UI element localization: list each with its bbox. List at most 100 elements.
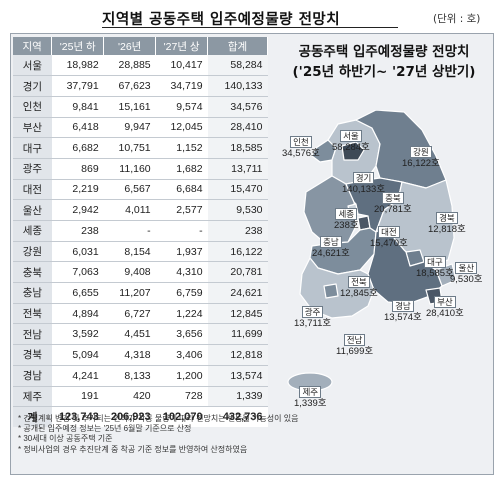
page-title: 지역별 공동주택 입주예정물량 전망치	[102, 11, 341, 28]
value-2027h1: 34,719	[155, 75, 208, 97]
value-total: 12,818	[207, 344, 268, 366]
value-2026: 6,567	[103, 179, 156, 201]
header-2027h1: '27년 상	[155, 37, 209, 55]
footnote: * 건설계획 변경 및 추가되는 인허가·착공 물량에 따라 전망치는 변동될 …	[18, 414, 299, 423]
map-label-gyeonggi: 경기 140,133호	[342, 172, 386, 195]
map-label-incheon: 인천 34,576호	[282, 136, 320, 159]
korea-map-graphic	[287, 110, 457, 392]
value-2025h2: 9,841	[51, 96, 104, 118]
value-2025h2: 7,063	[51, 261, 104, 284]
value-2027h1: 12,045	[155, 117, 208, 139]
map-label-chungnam: 충남 24,621호	[312, 236, 350, 259]
sum-value-2027h1: 102,070	[155, 406, 208, 428]
value-total: 20,781	[207, 261, 268, 284]
value-2026: 15,161	[103, 96, 156, 118]
table-row: 경북 5,094 4,318 3,406 12,818	[13, 344, 268, 366]
map-region-chungnam	[303, 175, 357, 245]
table-row: 인천 9,841 15,161 9,574 34,576	[13, 96, 268, 118]
table-row: 강원 6,031 8,154 1,937 16,122	[13, 241, 268, 263]
value-2026: 67,623	[103, 75, 156, 97]
value-2026: 11,160	[103, 158, 156, 180]
unit-label: (단위 : 호)	[433, 13, 481, 25]
map-label-gangwon: 강원 16,122호	[402, 146, 440, 169]
value-2026: 6,727	[103, 303, 156, 325]
value-2027h1: 1,682	[155, 158, 208, 180]
value-2026: 4,451	[103, 323, 156, 346]
map-title: 공동주택 입주예정물량 전망치 ('25년 하반기~ '27년 상반기)	[284, 42, 484, 82]
region-cell: 서울	[13, 55, 52, 77]
region-cell: 충북	[13, 261, 52, 284]
value-2027h1: 3,656	[155, 323, 208, 346]
region-cell: 제주	[13, 386, 52, 408]
map-label-seoul: 서울 58,284호	[332, 130, 370, 153]
value-total: 58,284	[207, 55, 268, 77]
map-label-jeonnam: 전남 11,699호	[336, 334, 374, 357]
region-cell: 충남	[13, 282, 52, 304]
value-2027h1: 4,310	[155, 261, 208, 284]
map-label-daegu: 대구 18,585호	[416, 256, 454, 279]
sum-value-total: 432,736	[207, 406, 268, 428]
region-cell: 대전	[13, 179, 52, 201]
value-2025h2: 6,418	[51, 117, 104, 139]
map-region-gwangju	[323, 283, 339, 299]
title-underline	[102, 27, 398, 28]
map-title-line1: 공동주택 입주예정물량 전망치	[298, 44, 470, 60]
table-row: 광주 869 11,160 1,682 13,711	[13, 158, 268, 180]
value-2027h1: 1,200	[155, 365, 208, 387]
korea-map: 인천 34,576호 서울 58,284호 강원 16,122호 경기 140,133호…	[276, 110, 490, 410]
region-cell: 세종	[13, 220, 52, 242]
region-cell: 경북	[13, 344, 52, 366]
value-2025h2: 2,942	[51, 199, 104, 221]
value-2027h1: 1,224	[155, 303, 208, 325]
map-label-gyeongnam: 경남 13,574호	[384, 300, 422, 323]
value-total: 24,621	[207, 282, 268, 304]
value-total: 238	[207, 220, 268, 242]
value-total: 13,711	[207, 158, 268, 180]
value-2026: 4,011	[103, 199, 156, 221]
table-row: 서울 18,982 28,885 10,417 58,284	[13, 55, 268, 77]
table-row: 경남 4,241 8,133 1,200 13,574	[13, 365, 268, 387]
value-2026: 8,133	[103, 365, 156, 387]
map-title-line2: ('25년 하반기~ '27년 상반기)	[292, 64, 476, 80]
footnotes: * 건설계획 변경 및 추가되는 인허가·착공 물량에 따라 전망치는 변동될 …	[18, 414, 488, 455]
value-2026: 9,947	[103, 117, 156, 139]
table-row: 울산 2,942 4,011 2,577 9,530	[13, 199, 268, 221]
value-2025h2: 6,682	[51, 137, 104, 159]
table-row: 세종 238- -238	[13, 220, 268, 242]
value-2025h2: 4,241	[51, 365, 104, 387]
value-2027h1: 1,937	[155, 241, 208, 263]
region-cell: 전남	[13, 323, 52, 346]
header-region: 지역	[13, 37, 53, 55]
value-2026: -	[103, 220, 156, 242]
value-2026: 4,318	[103, 344, 156, 366]
footnote: * 정비사업의 경우 추진단계 중 착공 기준 정보를 반영하여 산정하였음	[18, 444, 248, 454]
value-2026: 9,408	[103, 261, 156, 284]
table-row: 대전 2,219 6,567 6,684 15,470	[13, 179, 268, 201]
value-2025h2: 6,031	[51, 241, 104, 263]
footnote: * 30세대 이상 공동주택 기준	[18, 434, 113, 444]
table-row: 충남 6,655 11,207 6,759 24,621	[13, 282, 268, 304]
value-2025h2: 5,094	[51, 344, 104, 366]
header-2025h2: '25년 하	[51, 37, 105, 55]
value-2025h2: 3,592	[51, 323, 104, 346]
map-region-seoul	[341, 141, 365, 161]
map-label-chungbuk: 충북 20,781호	[374, 192, 412, 215]
region-cell: 경남	[13, 365, 52, 387]
value-2025h2: 4,894	[51, 303, 104, 325]
region-cell: 인천	[13, 96, 52, 118]
value-2026: 8,154	[103, 241, 156, 263]
map-label-gyeongbuk: 경북 12,818호	[428, 212, 466, 235]
header-2026: '26년	[103, 37, 157, 55]
map-label-jeju: 제주 1,339호	[294, 386, 327, 409]
map-label-busan: 부산 28,410호	[426, 296, 464, 319]
supply-table: 지역 '25년 하 '26년 '27년 상 합계 서울 18,982 28,885 1…	[13, 37, 268, 428]
header-total: 합계	[207, 37, 268, 55]
value-2025h2: 2,219	[51, 179, 104, 201]
value-total: 140,133	[207, 75, 268, 97]
value-total: 12,845	[207, 303, 268, 325]
value-2025h2: 191	[51, 386, 104, 408]
footnote: * 공개된 입주예정 정보는 '25년 6월말 기준으로 산정	[18, 424, 192, 434]
sum-region-cell: 계	[13, 406, 52, 428]
value-total: 18,585	[207, 137, 268, 159]
value-2027h1: -	[155, 220, 208, 242]
